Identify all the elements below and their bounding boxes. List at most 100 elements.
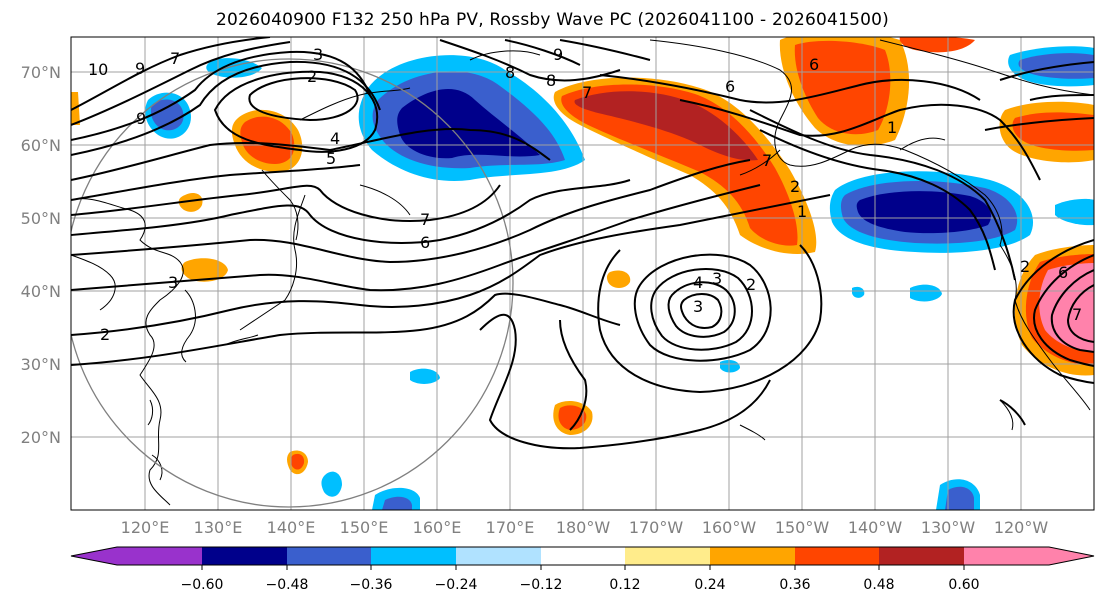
negative-anomaly-area	[910, 284, 942, 302]
colorbar-tick-label: 0.24	[694, 577, 725, 593]
contour-label: 3	[168, 273, 178, 292]
contour-label: 2	[1020, 257, 1030, 276]
contour-label: 4	[330, 129, 340, 148]
negative-anomaly-area	[410, 368, 440, 384]
colorbar-tick-label: 0.12	[609, 577, 640, 593]
positive-anomaly-area	[290, 453, 305, 470]
lon-label: 120°W	[994, 518, 1049, 537]
map-frame	[70, 36, 1095, 511]
lon-label: 150°E	[340, 518, 389, 537]
contour-label: 10	[88, 60, 108, 79]
pv-contours	[71, 37, 1094, 450]
colorbar-segment	[879, 547, 964, 565]
colorbar-segment	[371, 547, 456, 565]
colorbar-segment	[287, 547, 371, 565]
contour-label: 3	[313, 45, 323, 64]
negative-anomaly-area	[852, 286, 865, 298]
contour-labels: 10 9 7 3 2 9 4 5 9 8 8 7 6 6 7 1 2 1 7 6	[88, 45, 1082, 344]
colorbar-tick-label: −0.48	[266, 577, 309, 593]
lat-label-40n: 40°N	[21, 282, 61, 301]
colorbar-segment	[964, 547, 1049, 565]
colorbar-tick-label: 0.36	[779, 577, 810, 593]
contour-label: 9	[553, 45, 563, 64]
lon-label: 140°E	[267, 518, 316, 537]
colorbar-segment	[456, 547, 541, 565]
colorbar-extend-min	[71, 547, 117, 565]
lat-label-30n: 30°N	[21, 355, 61, 374]
negative-anomaly-area	[397, 88, 540, 159]
lon-label: 160°E	[413, 518, 462, 537]
colorbar-segment	[710, 547, 795, 565]
colorbar-segment	[625, 547, 710, 565]
colorbar-tick-label: 0.60	[948, 577, 979, 593]
contour-label: 1	[797, 202, 807, 221]
lon-tick-labels: 120°E 130°E 140°E 150°E 160°E 170°E 180°…	[121, 518, 1049, 537]
lat-label-20n: 20°N	[21, 428, 61, 447]
contour-label: 3	[712, 269, 722, 288]
lon-label: 180°W	[556, 518, 611, 537]
contour-label: 2	[100, 325, 110, 344]
contour-label: 6	[420, 233, 430, 252]
colorbar-tick-label: −0.60	[181, 577, 224, 593]
contour-label: 8	[505, 63, 515, 82]
contour-label: 6	[1058, 263, 1068, 282]
colorbar-tick-label: −0.36	[350, 577, 393, 593]
positive-anomaly-area	[558, 405, 587, 430]
positive-anomaly-area	[181, 258, 228, 282]
contour-label: 7	[170, 49, 180, 68]
contour-label: 1	[887, 118, 897, 137]
negative-anomaly-area	[321, 471, 342, 497]
lon-label: 130°E	[194, 518, 243, 537]
contour-label: 2	[746, 275, 756, 294]
map-content: 10 9 7 3 2 9 4 5 9 8 8 7 6 6 7 1 2 1 7 6	[71, 37, 1094, 510]
positive-anomaly-area	[899, 37, 975, 53]
lat-label-60n: 60°N	[21, 136, 61, 155]
positive-anomaly-area	[574, 91, 758, 161]
lon-label: 140°W	[848, 518, 903, 537]
positive-anomaly-area	[606, 270, 631, 288]
positive-anomaly-area	[178, 193, 203, 212]
contour-label: 3	[693, 297, 703, 316]
colorbar-segment	[541, 547, 625, 565]
positive-anomaly-area	[240, 116, 295, 164]
contour-label: 9	[135, 59, 145, 78]
contour-label: 6	[725, 77, 735, 96]
figure-title: 2026040900 F132 250 hPa PV, Rossby Wave …	[216, 10, 889, 30]
negative-anomaly-area	[1055, 198, 1094, 226]
colorbar-segment	[202, 547, 287, 565]
contour-label: 7	[420, 210, 430, 229]
contour-label: 4	[693, 273, 703, 292]
reference-circle	[71, 58, 514, 508]
colorbar-tick-label: −0.24	[435, 577, 478, 593]
positive-anomaly-area	[561, 84, 798, 246]
lat-label-70n: 70°N	[21, 63, 61, 82]
lon-label: 170°E	[486, 518, 535, 537]
contour-label: 8	[546, 71, 556, 90]
lon-label: 170°W	[629, 518, 684, 537]
colorbar-segment	[117, 547, 202, 565]
negative-anomaly-area	[856, 191, 991, 234]
negative-anomaly-area	[720, 360, 740, 373]
contour-label: 7	[762, 151, 772, 170]
colorbar: −0.60 −0.48 −0.36 −0.24 −0.12 0.12 0.24 …	[70, 546, 1095, 593]
colorbar-segment	[795, 547, 879, 565]
negative-anomaly-area	[150, 99, 184, 131]
colorbar-tick-label: 0.48	[863, 577, 894, 593]
positive-anomaly-area	[794, 40, 891, 135]
contour-label: 9	[136, 109, 146, 128]
lon-label: 160°W	[702, 518, 757, 537]
lat-label-50n: 50°N	[21, 209, 61, 228]
colorbar-extend-max	[1049, 547, 1094, 565]
colorbar-tick-label: −0.12	[520, 577, 563, 593]
contour-label: 7	[582, 83, 592, 102]
negative-anomaly-area	[945, 486, 974, 510]
lat-tick-labels: 70°N 60°N 50°N 40°N 30°N 20°N	[21, 63, 61, 447]
lon-label: 150°W	[775, 518, 830, 537]
contour-label: 2	[790, 177, 800, 196]
contour-label: 2	[307, 67, 317, 86]
colorbar-outline	[70, 546, 1095, 566]
lon-label: 130°W	[921, 518, 976, 537]
negative-anomaly-area	[382, 496, 412, 510]
